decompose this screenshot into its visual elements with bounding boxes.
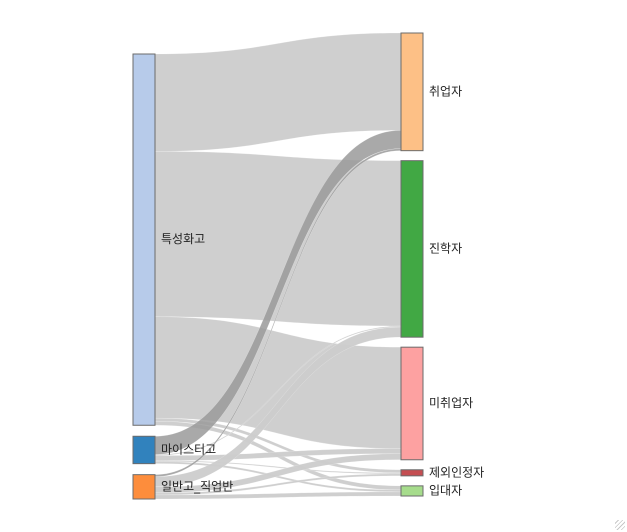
link-layer — [154, 32, 402, 500]
source-node-label-0: 특성화고 — [161, 232, 205, 246]
resize-grip-icon[interactable] — [615, 520, 625, 530]
target-node-label-4: 입대자 — [429, 483, 462, 497]
link-0[interactable] — [154, 32, 402, 152]
source-node-0[interactable] — [132, 53, 156, 426]
target-node-0[interactable] — [400, 32, 424, 152]
source-node-label-2: 일반고_직업반 — [161, 479, 233, 493]
target-node-label-0: 취업자 — [429, 84, 462, 98]
target-node-1[interactable] — [400, 160, 424, 338]
target-node-2[interactable] — [400, 346, 424, 461]
target-node-4[interactable] — [400, 485, 424, 497]
source-node-2[interactable] — [132, 474, 156, 500]
target-node-label-3: 제외인정자 — [429, 465, 484, 479]
target-node-3[interactable] — [400, 469, 424, 477]
target-node-label-1: 진학자 — [429, 241, 462, 255]
target-node-label-2: 미취업자 — [429, 396, 473, 410]
source-node-1[interactable] — [132, 435, 156, 465]
source-node-label-1: 마이스터고 — [161, 442, 216, 456]
node-layer — [132, 32, 424, 500]
